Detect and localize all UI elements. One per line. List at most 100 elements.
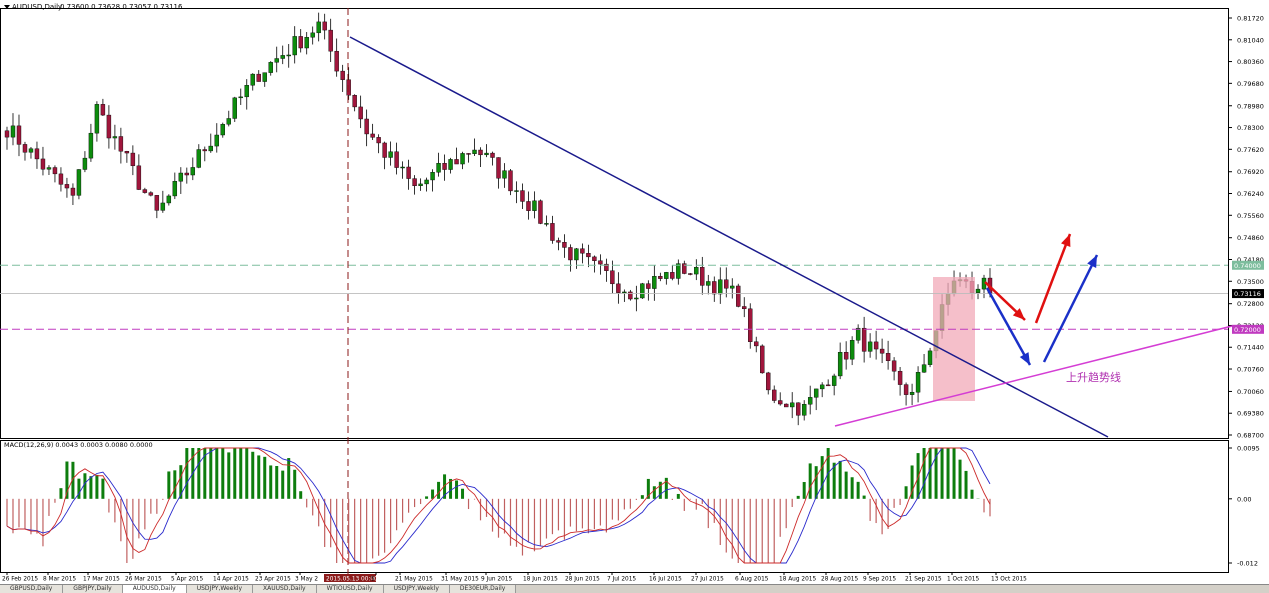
candle[interactable] xyxy=(388,141,393,166)
candle[interactable] xyxy=(718,267,723,304)
candle[interactable] xyxy=(268,61,273,76)
candle[interactable] xyxy=(160,190,166,213)
candle[interactable] xyxy=(46,165,52,175)
candle[interactable] xyxy=(598,254,603,275)
candle[interactable] xyxy=(112,124,118,150)
candle[interactable] xyxy=(676,259,681,285)
candle[interactable] xyxy=(190,157,196,181)
candle[interactable] xyxy=(891,357,897,381)
candle[interactable] xyxy=(232,96,237,122)
candle[interactable] xyxy=(136,154,142,191)
chart-tab[interactable]: GBPUSD,Daily xyxy=(0,585,64,593)
candle[interactable] xyxy=(628,289,633,301)
candle[interactable] xyxy=(280,45,285,65)
candle[interactable] xyxy=(646,280,651,301)
candle[interactable] xyxy=(322,13,327,40)
candle[interactable] xyxy=(424,177,429,192)
candle[interactable] xyxy=(825,379,831,387)
candle[interactable] xyxy=(843,341,849,370)
candle[interactable] xyxy=(400,161,405,179)
candle[interactable] xyxy=(867,333,873,358)
candle[interactable] xyxy=(286,44,291,68)
candle[interactable] xyxy=(616,272,621,304)
candle[interactable] xyxy=(478,147,483,167)
candle[interactable] xyxy=(592,255,597,273)
candle[interactable] xyxy=(885,340,891,370)
candle[interactable] xyxy=(807,385,813,415)
candle[interactable] xyxy=(670,265,675,281)
candle[interactable] xyxy=(328,18,333,63)
candle[interactable] xyxy=(142,187,148,194)
candle[interactable] xyxy=(226,110,231,127)
candle[interactable] xyxy=(772,385,777,404)
candle[interactable] xyxy=(466,153,471,163)
candle[interactable] xyxy=(700,256,705,295)
candle[interactable] xyxy=(448,157,453,174)
candle[interactable] xyxy=(742,297,747,318)
candle[interactable] xyxy=(130,145,136,176)
candle[interactable] xyxy=(88,123,94,162)
candle[interactable] xyxy=(382,141,387,170)
candle[interactable] xyxy=(16,114,22,157)
candle[interactable] xyxy=(358,95,363,129)
candle[interactable] xyxy=(766,371,771,395)
chart-tab[interactable]: USDJPY,Weekly xyxy=(383,585,450,593)
candle[interactable] xyxy=(76,169,82,200)
candle[interactable] xyxy=(790,392,795,419)
candle[interactable] xyxy=(927,347,933,368)
candle[interactable] xyxy=(238,88,243,105)
candle[interactable] xyxy=(634,285,639,312)
candle[interactable] xyxy=(184,167,190,184)
candle[interactable] xyxy=(412,175,417,195)
candle[interactable] xyxy=(801,400,807,421)
candle[interactable] xyxy=(436,152,441,177)
candle[interactable] xyxy=(460,151,465,170)
candle[interactable] xyxy=(526,191,531,220)
candle[interactable] xyxy=(22,141,28,161)
chart-tab[interactable]: XAUUSD,Daily xyxy=(253,585,317,593)
candle[interactable] xyxy=(658,272,663,282)
candle[interactable] xyxy=(352,94,357,112)
chart-tab[interactable]: AUDUSD,Daily xyxy=(122,585,187,593)
candle[interactable] xyxy=(310,26,315,45)
candle[interactable] xyxy=(82,151,88,173)
candle[interactable] xyxy=(100,98,106,117)
candle[interactable] xyxy=(364,109,369,147)
candle[interactable] xyxy=(562,234,567,258)
candle[interactable] xyxy=(784,403,789,408)
candle[interactable] xyxy=(262,72,267,87)
candle[interactable] xyxy=(610,260,615,294)
candle[interactable] xyxy=(502,163,507,188)
candle[interactable] xyxy=(304,32,309,55)
candle[interactable] xyxy=(778,392,783,406)
candle[interactable] xyxy=(861,316,867,363)
candle[interactable] xyxy=(64,177,70,198)
candle[interactable] xyxy=(28,147,34,159)
candle[interactable] xyxy=(855,324,861,344)
candle[interactable] xyxy=(154,195,160,219)
candle[interactable] xyxy=(208,133,213,153)
candle[interactable] xyxy=(40,146,46,176)
candle[interactable] xyxy=(202,146,207,162)
candle[interactable] xyxy=(921,354,927,373)
candle[interactable] xyxy=(178,167,184,194)
candle[interactable] xyxy=(472,138,477,157)
dropdown-triangle-icon[interactable] xyxy=(4,5,10,9)
candle[interactable] xyxy=(244,79,249,110)
candle[interactable] xyxy=(831,373,837,396)
candle[interactable] xyxy=(508,169,513,196)
candle[interactable] xyxy=(640,282,645,299)
candle[interactable] xyxy=(975,284,981,300)
chart-tab[interactable]: DE30EUR,Daily xyxy=(449,585,517,593)
candle[interactable] xyxy=(256,70,261,82)
candle[interactable] xyxy=(334,38,339,77)
candle[interactable] xyxy=(406,159,411,190)
candle[interactable] xyxy=(813,388,819,411)
candle[interactable] xyxy=(196,144,202,169)
candle[interactable] xyxy=(292,26,297,64)
candle[interactable] xyxy=(418,178,423,191)
candle[interactable] xyxy=(586,244,591,268)
candle[interactable] xyxy=(496,157,501,189)
downtrend-line[interactable] xyxy=(349,36,1109,438)
uptrend-line[interactable] xyxy=(834,325,1233,427)
